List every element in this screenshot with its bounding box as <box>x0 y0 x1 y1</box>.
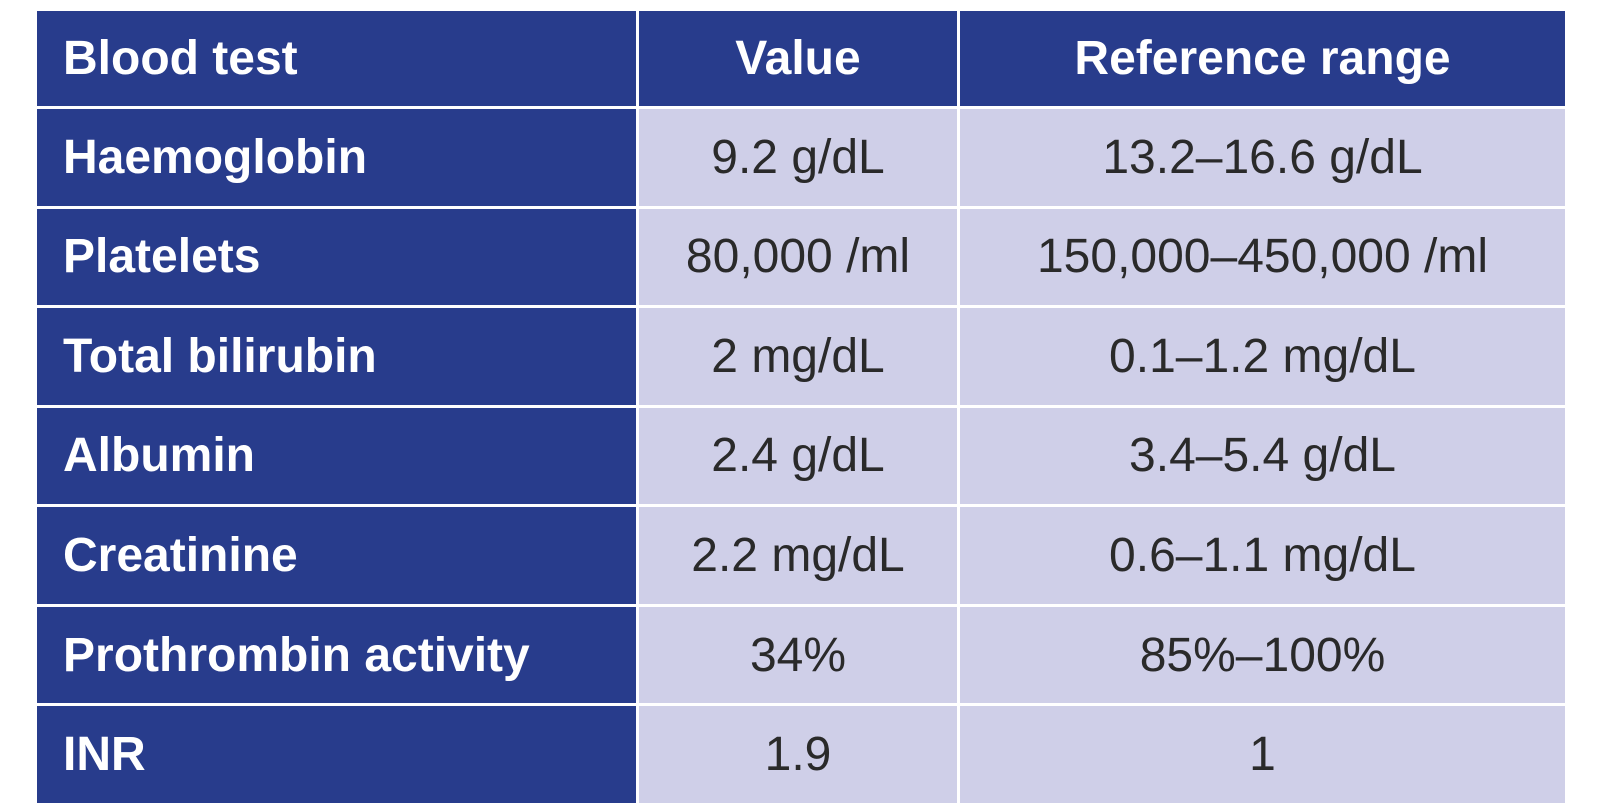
row-value: 80,000 /ml <box>639 208 957 306</box>
header-row: Blood test Value Reference range <box>37 11 1565 106</box>
row-test-name: Platelets <box>37 208 636 306</box>
header-blood-test: Blood test <box>37 11 636 106</box>
row-test-name: Prothrombin activity <box>37 606 636 704</box>
lab-results-table: Blood test Value Reference range Haemogl… <box>34 8 1568 806</box>
row-value: 2.4 g/dL <box>639 407 957 505</box>
row-value: 1.9 <box>639 706 957 803</box>
row-test-name: Albumin <box>37 407 636 505</box>
table-row: Prothrombin activity 34% 85%–100% <box>37 606 1565 704</box>
table-row: Albumin 2.4 g/dL 3.4–5.4 g/dL <box>37 407 1565 505</box>
row-value: 2.2 mg/dL <box>639 507 957 604</box>
row-reference-range: 0.6–1.1 mg/dL <box>960 507 1565 604</box>
table-row: Creatinine 2.2 mg/dL 0.6–1.1 mg/dL <box>37 507 1565 604</box>
row-value: 2 mg/dL <box>639 308 957 405</box>
table-row: Haemoglobin 9.2 g/dL 13.2–16.6 g/dL <box>37 109 1565 206</box>
table-row: INR 1.9 1 <box>37 706 1565 803</box>
table-body: Haemoglobin 9.2 g/dL 13.2–16.6 g/dL Plat… <box>37 109 1565 803</box>
row-test-name: Haemoglobin <box>37 109 636 206</box>
header-value: Value <box>639 11 957 106</box>
row-test-name: Total bilirubin <box>37 308 636 405</box>
row-value: 9.2 g/dL <box>639 109 957 206</box>
header-reference-range: Reference range <box>960 11 1565 106</box>
row-reference-range: 85%–100% <box>960 606 1565 704</box>
table-header: Blood test Value Reference range <box>37 11 1565 106</box>
table-row: Platelets 80,000 /ml 150,000–450,000 /ml <box>37 208 1565 306</box>
row-reference-range: 150,000–450,000 /ml <box>960 208 1565 306</box>
row-reference-range: 0.1–1.2 mg/dL <box>960 308 1565 405</box>
row-test-name: INR <box>37 706 636 803</box>
row-reference-range: 13.2–16.6 g/dL <box>960 109 1565 206</box>
row-value: 34% <box>639 606 957 704</box>
row-reference-range: 3.4–5.4 g/dL <box>960 407 1565 505</box>
row-reference-range: 1 <box>960 706 1565 803</box>
row-test-name: Creatinine <box>37 507 636 604</box>
lab-results-table-container: Blood test Value Reference range Haemogl… <box>34 8 1568 806</box>
table-row: Total bilirubin 2 mg/dL 0.1–1.2 mg/dL <box>37 308 1565 405</box>
